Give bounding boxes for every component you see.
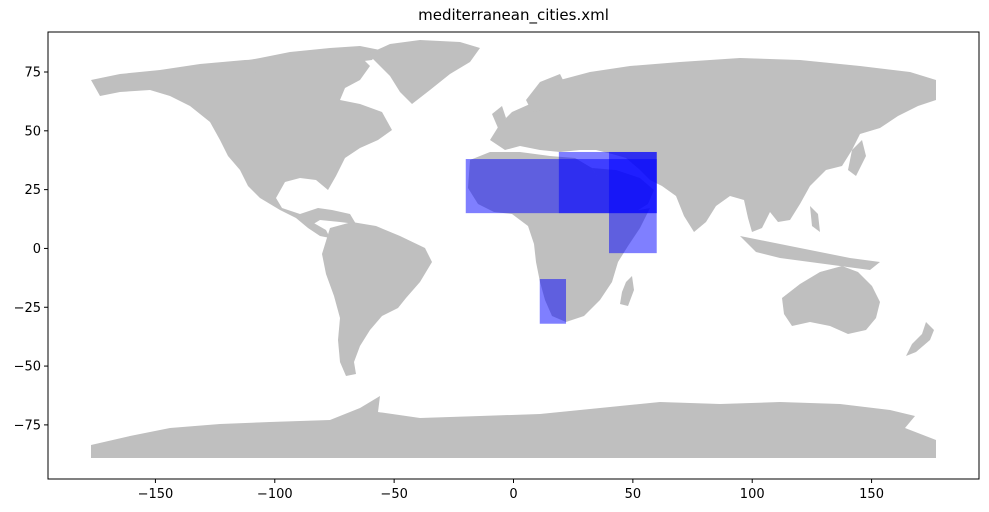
- x-tick-label: 150: [859, 487, 884, 502]
- bounding-box-layer: [465, 151, 657, 324]
- land-antarctica: [91, 396, 936, 458]
- land-australia: [782, 266, 880, 334]
- land-layer: [91, 40, 936, 458]
- land-scandinavia: [526, 74, 566, 112]
- y-tick-label: 25: [24, 183, 41, 198]
- x-tick-label: −100: [257, 487, 293, 502]
- x-tick-label: −50: [380, 487, 407, 502]
- y-tick-label: −25: [14, 301, 41, 316]
- bounding-box-4: [539, 279, 567, 324]
- x-axis: −150 −100 −50 0 50 100 150: [138, 479, 884, 502]
- land-eurasia: [490, 58, 936, 232]
- y-tick-label: −50: [14, 360, 41, 375]
- land-arctic-islands: [215, 46, 380, 74]
- y-tick-label: 50: [24, 124, 41, 139]
- land-south-america: [322, 222, 432, 376]
- y-tick-label: −75: [14, 418, 41, 433]
- map-title: mediterranean_cities.xml: [418, 6, 609, 24]
- land-british-isles: [492, 106, 506, 128]
- land-greenland: [368, 40, 480, 104]
- land-new-zealand: [906, 322, 934, 356]
- x-tick-label: 0: [509, 487, 517, 502]
- land-north-america: [91, 55, 392, 226]
- y-tick-label: 75: [24, 65, 41, 80]
- land-madagascar: [620, 276, 634, 306]
- x-tick-label: 50: [625, 487, 642, 502]
- x-tick-label: 100: [740, 487, 765, 502]
- land-central-america: [296, 218, 330, 238]
- land-japan: [848, 140, 866, 176]
- land-philippines: [810, 206, 820, 232]
- bounding-box-3: [608, 151, 657, 254]
- land-indonesia: [740, 236, 880, 270]
- y-axis: 75 50 25 0 −25 −50 −75: [14, 65, 48, 433]
- x-tick-label: −150: [138, 487, 174, 502]
- y-tick-label: 0: [33, 242, 41, 257]
